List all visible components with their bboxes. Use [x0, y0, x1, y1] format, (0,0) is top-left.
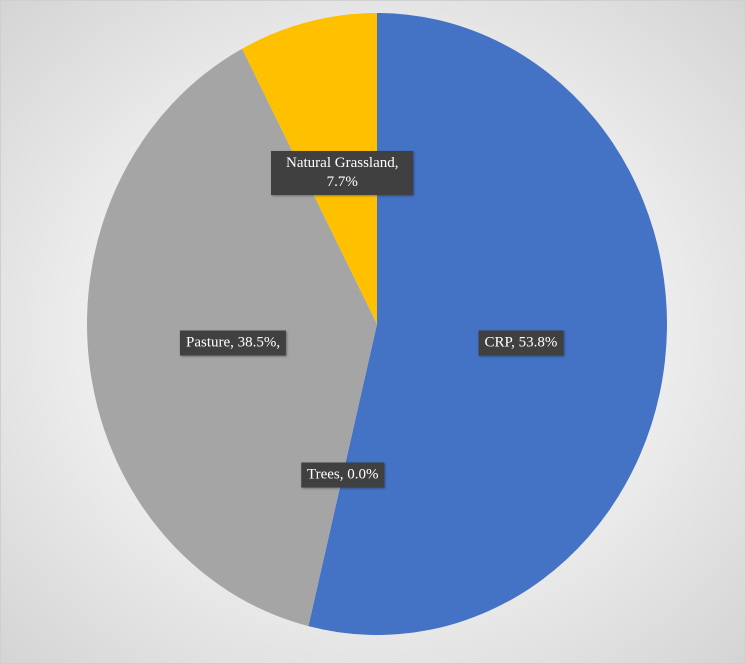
data-label: Trees, 0.0% — [300, 462, 385, 488]
data-label: Pasture, 38.5%, — [180, 330, 287, 356]
data-label: Natural Grassland, 7.7% — [271, 151, 414, 196]
data-label: CRP, 53.8% — [478, 330, 564, 356]
